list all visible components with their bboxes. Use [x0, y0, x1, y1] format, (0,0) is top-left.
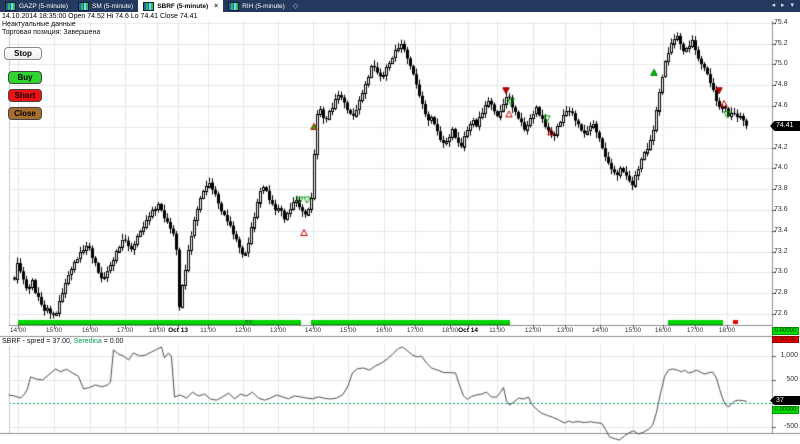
price-tick-label: 75.2: [774, 40, 788, 47]
ohlc-status-line: 14.10.2014 18:35:00 Open 74.52 Hi 74.6 L…: [2, 12, 798, 21]
time-tick-label: 14:00: [591, 327, 609, 334]
time-tick-label: 12:00: [234, 327, 252, 334]
indicator-zero-badge: 0.00000: [772, 406, 799, 414]
trade-position-message: Торговая позиция: Завершена: [2, 29, 101, 36]
time-tick-label: Oct 14: [458, 327, 478, 334]
mini-chart-icon: [228, 1, 240, 11]
last-price-badge: 74.41: [770, 121, 800, 131]
time-tick-label: 18:00: [441, 327, 459, 334]
time-tick-label: 18:00: [148, 327, 166, 334]
time-tick-label: 15:00: [624, 327, 642, 334]
new-tab-icon[interactable]: ◇: [292, 3, 299, 10]
mini-chart-icon: [78, 1, 90, 11]
tab-label: SBRF (5-minute): [157, 2, 209, 10]
time-tick-label: 13:00: [556, 327, 574, 334]
tab-scroll-controls[interactable]: ◂ ▸ ▾: [771, 2, 796, 9]
time-tick-label: 16:00: [81, 327, 99, 334]
chart-zero-badge-red: 0.00000: [772, 336, 799, 343]
indicator-title: SBRF - spred = 37.00, Seredina = 0.00: [2, 338, 123, 345]
stale-data-message: Неактуальные данные: [2, 21, 76, 28]
price-tick-label: 74.2: [774, 144, 788, 151]
price-tick-label: 73.4: [774, 227, 788, 234]
chart-zero-badge-green: 0.00000: [772, 327, 799, 335]
time-tick-label: 15:00: [45, 327, 63, 334]
time-tick-label: 17:00: [686, 327, 704, 334]
short-button[interactable]: Short: [8, 89, 42, 102]
time-tick-label: 17:00: [406, 327, 424, 334]
price-tick-label: 74.8: [774, 81, 788, 88]
buy-button[interactable]: Buy: [8, 71, 42, 84]
time-tick-label: 16:00: [375, 327, 393, 334]
tab-bar: GAZP (5-minute) SM (5-minute) SBRF (5-minu…: [0, 0, 800, 12]
tab-label: RIH (5-minute): [242, 2, 285, 10]
tab-gazp[interactable]: GAZP (5-minute): [0, 0, 73, 12]
indicator-title-suffix: = 0.00: [101, 338, 124, 345]
tab-label: GAZP (5-minute): [19, 2, 69, 10]
price-tick-label: 73.2: [774, 248, 788, 255]
time-tick-label: 18:00: [718, 327, 736, 334]
time-tick-label: 13:00: [269, 327, 287, 334]
indicator-tick-label: 500: [786, 376, 798, 383]
mini-chart-icon: [5, 1, 16, 11]
time-tick-label: 15:00: [339, 327, 357, 334]
time-tick-label: 14:00: [9, 327, 27, 334]
mini-chart-icon: [143, 1, 155, 11]
time-tick-label: 12:00: [524, 327, 542, 334]
price-tick-label: 74.0: [774, 164, 788, 171]
time-tick-label: 11:00: [200, 327, 216, 334]
price-tick-label: 72.6: [774, 310, 788, 317]
time-tick-label: 16:00: [654, 327, 672, 334]
price-tick-label: 75.4: [774, 19, 788, 26]
price-tick-label: 73.8: [774, 185, 788, 192]
tab-sm[interactable]: SM (5-minute): [73, 0, 138, 12]
price-tick-label: 73.6: [774, 206, 788, 213]
tab-rih[interactable]: RIH (5-minute): [223, 0, 290, 12]
stop-button[interactable]: Stop: [4, 47, 42, 60]
indicator-title-seredina: Seredina: [73, 338, 102, 345]
indicator-tick-label: 1,000: [780, 352, 798, 359]
price-tick-label: 73.0: [774, 268, 788, 275]
price-tick-label: 75.0: [774, 60, 788, 67]
tab-sbrf[interactable]: SBRF (5-minute) ×: [138, 0, 224, 12]
tab-close-icon[interactable]: ×: [214, 2, 219, 10]
price-tick-label: 74.6: [774, 102, 788, 109]
tab-label: SM (5-minute): [92, 2, 134, 10]
price-tick-label: 72.8: [774, 289, 788, 296]
indicator-title-prefix: SBRF - spred = 37.00,: [2, 338, 74, 345]
indicator-tick-label: -500: [783, 423, 798, 430]
time-tick-label: 14:00: [304, 327, 322, 334]
close-position-button[interactable]: Close: [8, 107, 42, 120]
time-tick-label: Oct 13: [168, 327, 188, 334]
time-tick-label: 17:00: [116, 327, 134, 334]
time-tick-label: 11:00: [489, 327, 505, 334]
indicator-value-badge: 37: [770, 396, 800, 405]
